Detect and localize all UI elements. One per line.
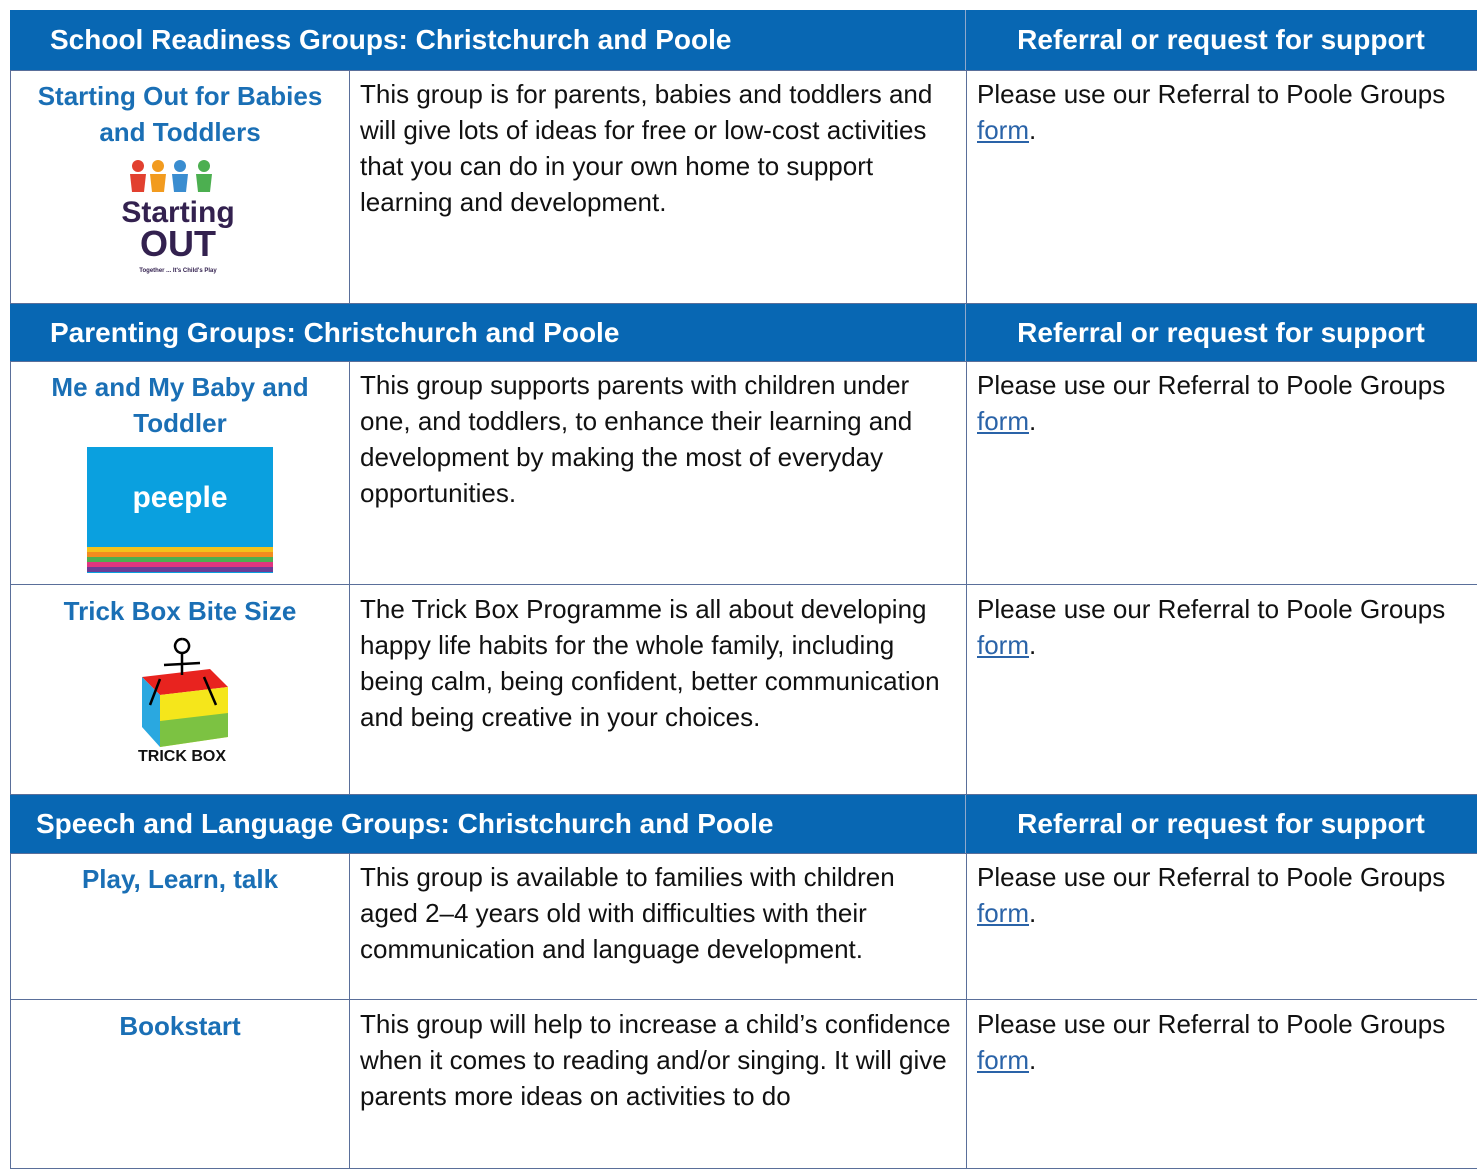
referral-cell: Please use our Referral to Poole Groups … [966, 361, 1477, 584]
section-header: School Readiness Groups: Christchurch an… [10, 10, 1477, 71]
table-row: Trick Box Bite Size TRICK BOX The Trick Bo… [10, 585, 1477, 795]
logo-figure-body [130, 174, 146, 192]
description: This group supports parents with childre… [360, 370, 913, 508]
description-cell: This group is available to families with… [349, 853, 966, 999]
section-header: Parenting Groups: Christchurch and Poole… [10, 304, 1477, 362]
group-cell: Play, Learn, talk [11, 853, 349, 999]
referral-heading: Referral or request for support [1017, 316, 1425, 348]
referral-text: Please use our Referral to Poole Groups [977, 862, 1446, 892]
logo-figure-body [172, 174, 188, 192]
referral-cell: Please use our Referral to Poole Groups … [966, 70, 1477, 303]
table-row: Me and My Baby and Toddler peeple This gro… [10, 361, 1477, 585]
logo-figure-head [132, 160, 144, 172]
logo-text: TRICK BOX [138, 748, 226, 765]
table-row: Bookstart This group will help to increas… [10, 1000, 1477, 1169]
section-title: School Readiness Groups: Christchurch an… [50, 24, 732, 55]
referral-link[interactable]: form [977, 898, 1029, 928]
referral-text: Please use our Referral to Poole Groups [977, 1009, 1446, 1039]
referral-end: . [1029, 406, 1037, 436]
group-cell: Starting Out for Babies and Toddlers Star… [11, 70, 349, 303]
group-cell: Trick Box Bite Size TRICK BOX [11, 585, 349, 794]
description-cell: This group is for parents, babies and to… [349, 70, 966, 303]
table-row: Starting Out for Babies and Toddlers Star… [10, 70, 1477, 304]
logo-figure-head [174, 160, 186, 172]
logo-cube-front2 [160, 713, 228, 747]
logo-figure-head [152, 160, 164, 172]
logo-stripe [87, 562, 273, 567]
referral-heading: Referral or request for support [1017, 808, 1425, 839]
description: The Trick Box Programme is all about dev… [360, 594, 940, 732]
description-cell: This group supports parents with childre… [349, 361, 966, 584]
referral-text: Please use our Referral to Poole Groups [977, 594, 1446, 624]
group-cell: Me and My Baby and Toddler peeple [11, 361, 349, 584]
section-title: Parenting Groups: Christchurch and Poole [50, 316, 620, 348]
logo-stripe [87, 547, 273, 552]
group-name: Starting Out for Babies and Toddlers [37, 81, 323, 147]
group-logo: TRICK BOX [138, 637, 228, 765]
logo-figure [148, 637, 218, 706]
group-name: Me and My Baby and Toddler [51, 372, 309, 438]
logo-figure-head [198, 160, 210, 172]
group-cell: Bookstart [11, 1000, 349, 1168]
section-title: Speech and Language Groups: Christchurch… [36, 808, 774, 839]
group-logo: peeple [87, 447, 273, 573]
description-cell: This group will help to increase a child… [349, 1000, 966, 1168]
referral-link[interactable]: form [977, 115, 1029, 145]
referral-link[interactable]: form [977, 1045, 1029, 1075]
referral-cell: Please use our Referral to Poole Groups … [966, 585, 1477, 794]
group-name: Trick Box Bite Size [63, 596, 297, 626]
logo-stripe [87, 557, 273, 562]
logo-figure-body [196, 174, 212, 192]
referral-text: Please use our Referral to Poole Groups [977, 79, 1446, 109]
logo-stripe [87, 567, 273, 572]
logo-cube-left [142, 677, 160, 747]
referral-text: Please use our Referral to Poole Groups [977, 370, 1446, 400]
logo-cube-top [142, 669, 228, 695]
header-separator [965, 304, 966, 361]
header-separator [965, 10, 966, 70]
description: This group will help to increase a child… [360, 1009, 951, 1111]
header-separator [965, 795, 966, 853]
referral-end: . [1029, 898, 1037, 928]
referral-cell: Please use our Referral to Poole Groups … [966, 853, 1477, 999]
description: This group is for parents, babies and to… [360, 79, 933, 217]
referral-link[interactable]: form [977, 630, 1029, 660]
referral-heading: Referral or request for support [1017, 24, 1425, 55]
logo-stripe [87, 552, 273, 557]
referral-end: . [1029, 1045, 1037, 1075]
referral-link[interactable]: form [977, 406, 1029, 436]
referral-end: . [1029, 630, 1037, 660]
group-name: Play, Learn, talk [81, 864, 279, 894]
logo-text: Starting [121, 196, 234, 229]
table-row: Play, Learn, talk This group is available… [10, 853, 1477, 1000]
logo-text: OUT [140, 223, 216, 264]
referral-end: . [1029, 115, 1037, 145]
section-header: Speech and Language Groups: Christchurch… [10, 795, 1477, 854]
group-name: Bookstart [119, 1011, 241, 1041]
description: This group is available to families with… [360, 862, 895, 964]
referral-cell: Please use our Referral to Poole Groups … [966, 1000, 1477, 1168]
logo-text: peeple [132, 481, 227, 514]
logo-figure-body [150, 174, 166, 192]
logo-text: Together ... It's Child's Play [139, 268, 217, 274]
description-cell: The Trick Box Programme is all about dev… [349, 585, 966, 794]
